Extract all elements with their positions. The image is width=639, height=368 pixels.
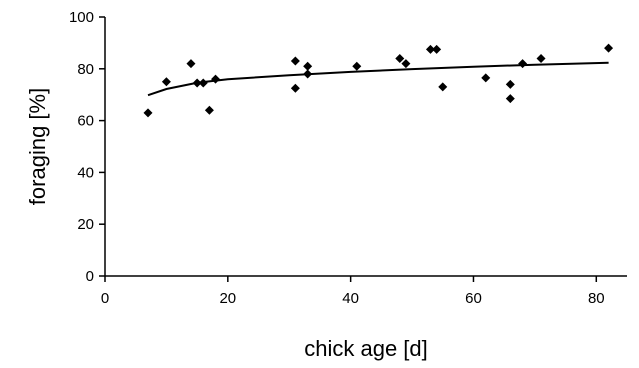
data-point xyxy=(352,61,362,71)
y-tick-label: 60 xyxy=(77,113,94,130)
data-point xyxy=(303,61,313,71)
data-point xyxy=(204,105,214,115)
data-point xyxy=(290,83,300,93)
y-tick-label: 100 xyxy=(69,9,94,26)
data-point xyxy=(198,78,208,88)
y-axis-ticks: 0 20 40 60 80 100 xyxy=(69,9,105,285)
data-point xyxy=(604,43,614,53)
data-point xyxy=(290,56,300,66)
data-point xyxy=(518,59,528,69)
data-point xyxy=(211,74,221,84)
data-point xyxy=(161,77,171,87)
y-tick-label: 40 xyxy=(77,164,94,181)
data-point xyxy=(192,78,202,88)
data-point xyxy=(432,44,442,54)
x-tick-label: 40 xyxy=(342,290,359,307)
y-axis-label: foraging [%] xyxy=(25,88,50,205)
data-point xyxy=(481,73,491,83)
data-point xyxy=(505,94,515,104)
data-point xyxy=(536,53,546,63)
y-tick-label: 0 xyxy=(86,268,94,285)
x-tick-label: 60 xyxy=(465,290,482,307)
x-axis-ticks: 0 20 40 60 80 xyxy=(101,276,605,307)
x-axis-label: chick age [d] xyxy=(304,336,428,361)
data-point xyxy=(303,69,313,79)
y-tick-label: 20 xyxy=(77,216,94,233)
data-points xyxy=(143,43,614,118)
x-tick-label: 0 xyxy=(101,290,109,307)
data-point xyxy=(143,108,153,118)
x-tick-label: 80 xyxy=(588,290,605,307)
x-tick-label: 20 xyxy=(219,290,236,307)
data-point xyxy=(186,59,196,69)
trend-line xyxy=(147,61,609,97)
y-tick-label: 80 xyxy=(77,61,94,78)
data-point xyxy=(425,44,435,54)
data-point xyxy=(505,79,515,89)
data-point xyxy=(401,59,411,69)
data-point xyxy=(395,53,405,63)
data-point xyxy=(438,82,448,92)
